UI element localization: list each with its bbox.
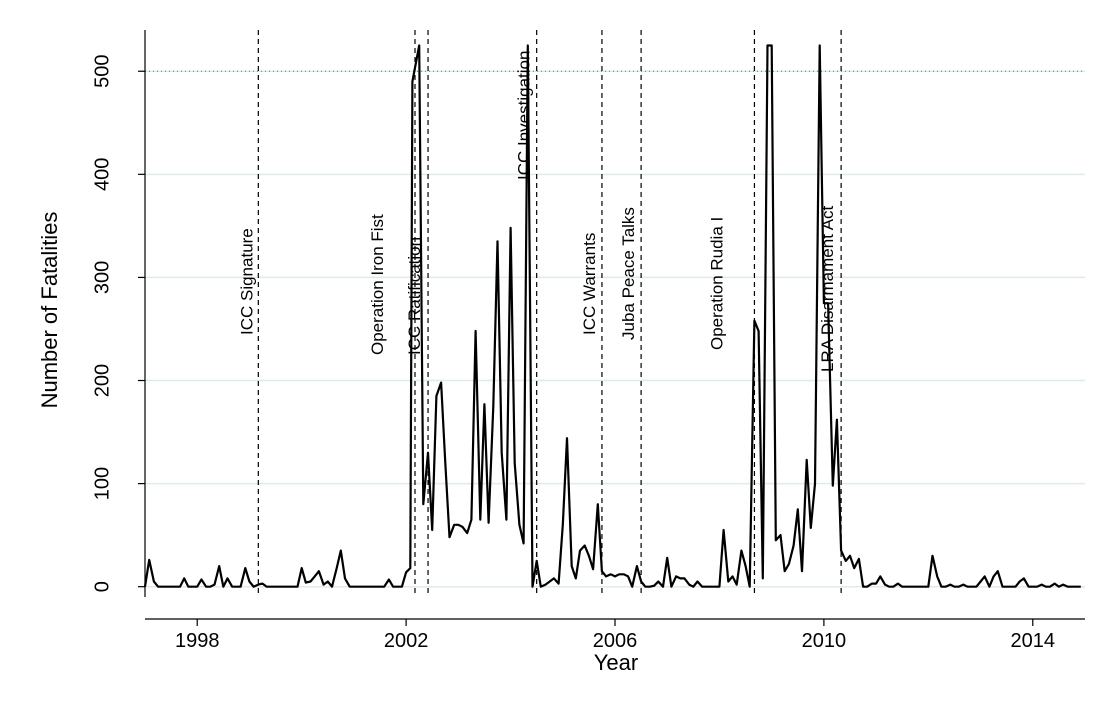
x-tick-label-2014: 2014 <box>1011 630 1056 652</box>
event-label-4: ICC Warrants <box>580 233 599 335</box>
event-label-7: LRA Disarmament Act <box>818 205 837 372</box>
y-tick-label-400: 400 <box>91 158 113 191</box>
x-tick-label-2006: 2006 <box>593 630 638 652</box>
y-tick-label-0: 0 <box>91 581 113 592</box>
event-label-3: ICC Investigation <box>515 51 534 180</box>
y-tick-label-500: 500 <box>91 55 113 88</box>
y-tick-label-100: 100 <box>91 467 113 500</box>
series-layer <box>143 44 1081 588</box>
event-label-5: Juba Peace Talks <box>619 207 638 340</box>
series-line-0 <box>143 44 1081 588</box>
x-tick-label-1998: 1998 <box>175 630 220 652</box>
y-tick-label-300: 300 <box>91 261 113 294</box>
event-label-6: Operation Rudia I <box>707 217 726 350</box>
event-label-2: ICC Ratification <box>405 237 424 355</box>
event-label-1: Operation Iron Fist <box>368 214 387 355</box>
axes: 0 100 200 300 400 500 1998 2002 2006 2010 2014 <box>91 30 1085 652</box>
event-label-0: ICC Signature <box>237 228 256 335</box>
event-markers: ICC Signature Operation Iron Fist ICC Rati… <box>237 30 842 597</box>
x-axis-title: Year <box>594 650 638 675</box>
y-tick-label-200: 200 <box>91 364 113 397</box>
x-tick-label-2010: 2010 <box>802 630 847 652</box>
x-tick-label-2002: 2002 <box>384 630 429 652</box>
y-axis-title: Number of Fatalities <box>37 212 62 409</box>
